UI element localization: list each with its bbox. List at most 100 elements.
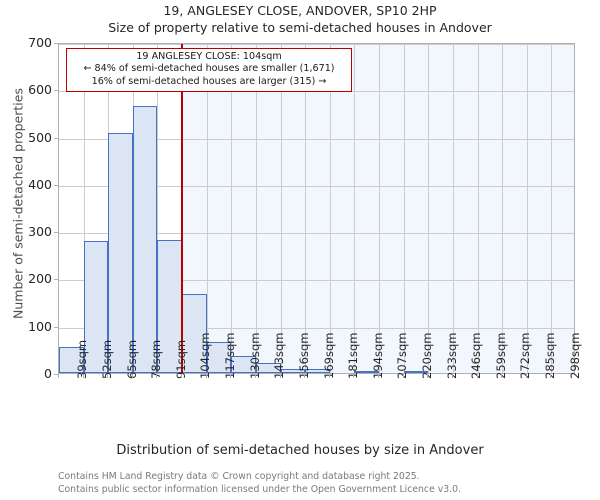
x-axis-tick-label: 130sqm — [247, 332, 262, 379]
gridline-y — [59, 44, 574, 45]
x-axis-tick-mark — [131, 374, 133, 378]
y-axis-tick-label: 700 — [28, 35, 52, 50]
property-size-marker-line — [181, 44, 184, 373]
histogram-bar — [157, 239, 183, 373]
x-axis-tick-label: 272sqm — [518, 332, 533, 379]
annotation-line-2: ← 84% of semi-detached houses are smalle… — [83, 63, 335, 75]
gridline-x — [231, 44, 233, 373]
x-axis-tick-label: 220sqm — [419, 332, 434, 379]
gridline-x — [403, 44, 405, 373]
x-axis-tick-label: 194sqm — [370, 332, 385, 379]
y-axis-tick-mark — [54, 326, 58, 328]
y-axis-tick-mark — [54, 374, 58, 375]
x-axis-tick-label: 207sqm — [395, 332, 410, 379]
gridline-y — [59, 233, 574, 235]
x-axis-tick-mark — [550, 374, 552, 378]
gridline-x — [526, 44, 528, 373]
y-axis-tick-mark — [54, 232, 58, 234]
gridline-x — [502, 44, 504, 373]
x-axis-tick-mark — [230, 374, 232, 378]
x-axis-tick-label: 246sqm — [469, 332, 484, 379]
histogram-bar — [255, 363, 281, 373]
x-axis-tick-mark — [328, 374, 330, 378]
gridline-x — [255, 44, 257, 373]
histogram-bar — [59, 347, 84, 373]
histogram-bar — [305, 368, 330, 373]
x-axis-tick-label: 117sqm — [223, 332, 238, 379]
footer-line-2: Contains public sector information licen… — [58, 483, 461, 495]
y-axis-tick-mark — [54, 43, 58, 44]
gridline-x — [452, 44, 454, 373]
x-axis-tick-mark — [451, 374, 453, 378]
y-axis-tick-mark — [54, 137, 58, 139]
gridline-x — [206, 44, 208, 373]
x-axis-tick-mark — [156, 374, 158, 378]
gridline-x — [157, 44, 159, 373]
y-axis-tick-mark — [54, 184, 58, 186]
y-axis-tick-mark — [54, 90, 58, 92]
histogram-bar — [83, 241, 109, 373]
x-axis-tick-label: 104sqm — [198, 332, 213, 379]
y-axis-tick-mark — [54, 279, 58, 281]
y-axis-tick-label: 0 — [44, 366, 52, 381]
x-axis-tick-label: 298sqm — [567, 332, 582, 379]
histogram-bar — [354, 371, 380, 373]
histogram-bar — [206, 341, 232, 373]
x-axis-tick-mark — [476, 374, 478, 378]
x-axis-tick-mark — [501, 374, 503, 378]
plot-area — [58, 43, 575, 374]
y-axis-tick-label: 200 — [28, 271, 52, 287]
histogram-bar — [403, 371, 429, 373]
gridline-x — [305, 44, 307, 373]
page-title: 19, ANGLESEY CLOSE, ANDOVER, SP10 2HP — [163, 3, 437, 18]
x-axis-tick-mark — [427, 374, 429, 378]
x-axis-tick-mark — [279, 374, 281, 378]
gridline-x — [551, 44, 553, 373]
property-annotation-box: 19 ANGLESEY CLOSE: 104sqm ← 84% of semi-… — [66, 48, 352, 92]
x-axis-tick-mark — [58, 374, 59, 378]
gridline-x — [428, 44, 430, 373]
gridline-x — [329, 44, 331, 373]
gridline-y — [59, 185, 574, 187]
x-axis-tick-mark — [402, 374, 404, 378]
gridline-x — [477, 44, 479, 373]
page-subtitle: Size of property relative to semi-detach… — [108, 20, 492, 35]
larger-region-shading — [182, 44, 574, 373]
x-axis-tick-label: 143sqm — [272, 332, 287, 379]
annotation-line-3: 16% of semi-detached houses are larger (… — [91, 75, 327, 87]
y-axis-tick-label: 600 — [28, 82, 52, 98]
x-axis-tick-mark — [378, 374, 380, 378]
x-axis-tick-label: 169sqm — [321, 332, 336, 379]
x-axis-tick-mark — [107, 374, 109, 378]
gridline-y — [59, 280, 574, 282]
y-axis-tick-label: 400 — [28, 176, 52, 192]
x-axis-tick-label: 285sqm — [543, 332, 558, 379]
x-axis-tick-mark — [181, 374, 183, 378]
x-axis-tick-mark — [525, 374, 527, 378]
x-axis-tick-label: 156sqm — [296, 332, 311, 379]
gridline-x — [83, 44, 85, 373]
y-axis-tick-label: 500 — [28, 129, 52, 145]
x-axis-tick-mark — [82, 374, 84, 378]
x-axis-tick-mark — [205, 374, 207, 378]
x-axis-tick-label: 259sqm — [493, 332, 508, 379]
y-axis-tick-label: 100 — [28, 318, 52, 334]
y-axis-tick-label: 300 — [28, 224, 52, 240]
annotation-line-1: 19 ANGLESEY CLOSE: 104sqm — [136, 51, 282, 62]
footer-line-1: Contains HM Land Registry data © Crown c… — [58, 471, 420, 482]
histogram-bar — [108, 133, 133, 373]
gridline-x — [379, 44, 381, 373]
gridline-x — [354, 44, 356, 373]
attribution-footer: Contains HM Land Registry data © Crown c… — [58, 471, 461, 496]
gridline-y — [59, 138, 574, 140]
histogram-bar — [280, 369, 306, 373]
histogram-bar — [231, 356, 256, 373]
x-axis-title: Distribution of semi-detached houses by … — [116, 443, 484, 458]
x-axis-tick-mark — [254, 374, 256, 378]
x-axis-tick-mark — [353, 374, 355, 378]
gridline-x — [280, 44, 282, 373]
gridline-y — [59, 327, 574, 329]
x-axis-tick-label: 181sqm — [346, 332, 361, 379]
x-axis-tick-label: 233sqm — [444, 332, 459, 379]
